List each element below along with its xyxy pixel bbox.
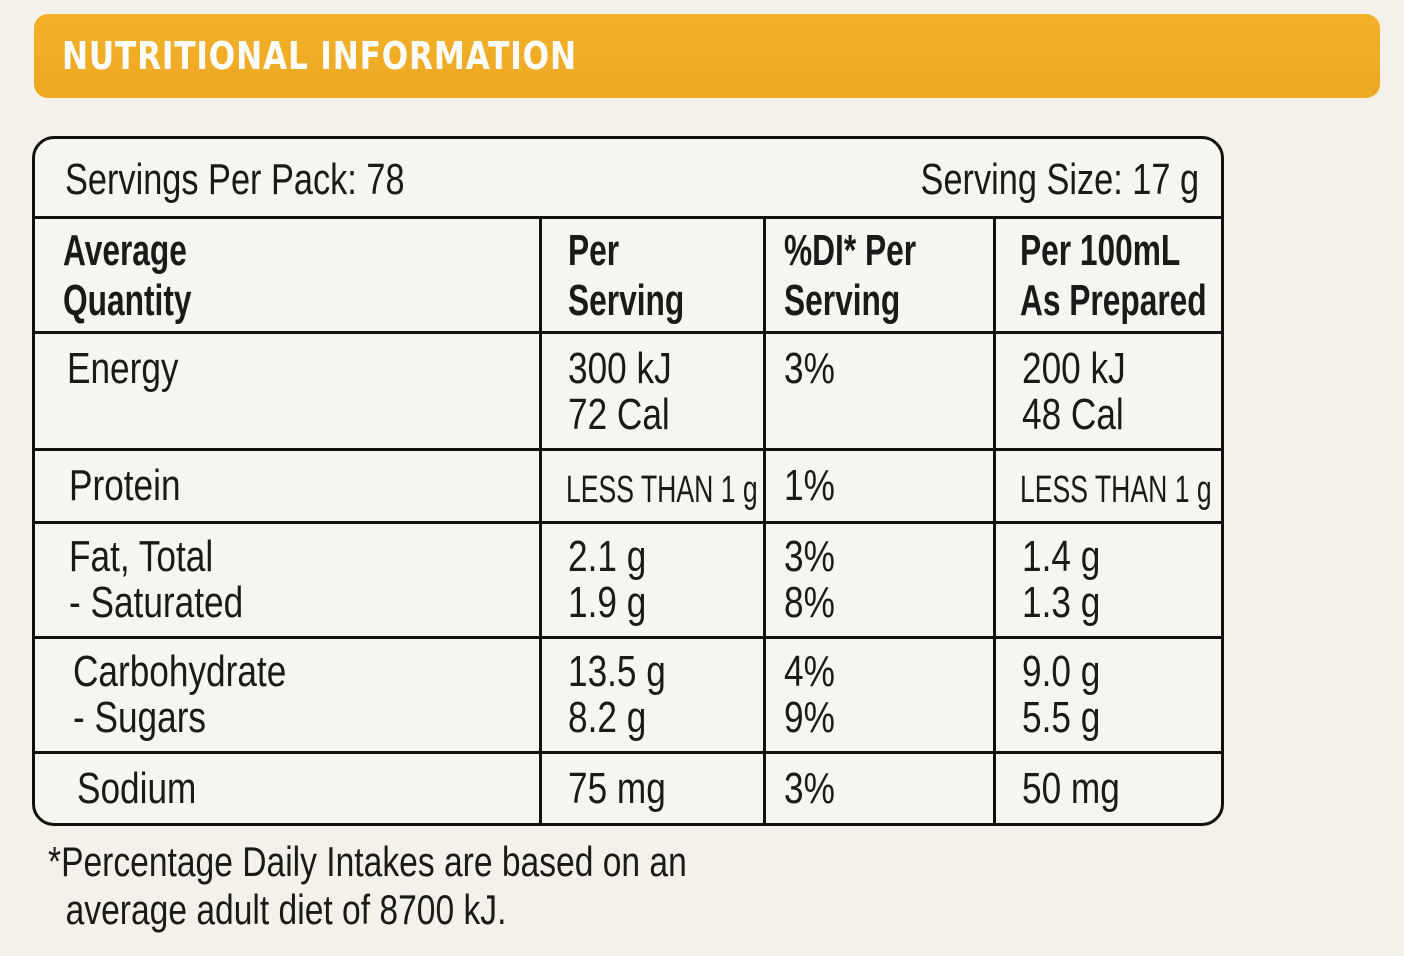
header-per-serving: Per Serving bbox=[567, 226, 684, 325]
sodium-di: 3% bbox=[783, 763, 835, 813]
row-label-sodium: Sodium bbox=[77, 763, 197, 813]
servings-per-pack: Servings Per Pack: 78 bbox=[65, 155, 405, 204]
carbohydrate-di: 4% 9% bbox=[783, 646, 835, 742]
protein-di: 1% bbox=[783, 460, 835, 510]
serving-size: Serving Size: 17 g bbox=[920, 155, 1199, 204]
table-row: Protein LESS THAN 1 g 1% LESS THAN 1 g bbox=[35, 449, 1221, 524]
footnote: *Percentage Daily Intakes are based on a… bbox=[48, 838, 687, 934]
fat-per-serving: 2.1 g 1.9 g bbox=[567, 531, 646, 627]
footnote-line-1: *Percentage Daily Intakes are based on a… bbox=[48, 838, 687, 885]
energy-per-serving: 300 kJ 72 Cal bbox=[567, 343, 672, 439]
row-label-protein: Protein bbox=[69, 460, 181, 510]
fat-di: 3% 8% bbox=[783, 531, 835, 627]
row-label-fat: Fat, Total - Saturated bbox=[69, 531, 244, 627]
table-row: Fat, Total - Saturated 2.1 g 1.9 g 3% 8%… bbox=[35, 522, 1221, 639]
footnote-line-2: average adult diet of 8700 kJ. bbox=[65, 886, 507, 933]
table-row: Carbohydrate - Sugars 13.5 g 8.2 g 4% 9%… bbox=[35, 637, 1221, 754]
panel-header: Servings Per Pack: 78 Serving Size: 17 g bbox=[35, 139, 1221, 219]
energy-di: 3% bbox=[783, 343, 835, 393]
protein-per-serving: LESS THAN 1 g bbox=[565, 468, 758, 511]
banner-title: NUTRITIONAL INFORMATION bbox=[62, 34, 577, 78]
title-banner: NUTRITIONAL INFORMATION bbox=[34, 14, 1380, 98]
row-label-carbohydrate: Carbohydrate - Sugars bbox=[73, 646, 287, 742]
nutrition-table: Average Quantity Per Serving %DI* Per Se… bbox=[35, 216, 1221, 823]
header-di-per-serving: %DI* Per Serving bbox=[783, 226, 916, 325]
table-row: Energy 300 kJ 72 Cal 3% 200 kJ 48 Cal bbox=[35, 332, 1221, 451]
energy-per-100ml: 200 kJ 48 Cal bbox=[1021, 343, 1126, 439]
carbohydrate-per-serving: 13.5 g 8.2 g bbox=[567, 646, 666, 742]
row-label-energy: Energy bbox=[67, 343, 179, 393]
header-average-quantity: Average Quantity bbox=[63, 226, 192, 325]
carbohydrate-per-100ml: 9.0 g 5.5 g bbox=[1021, 646, 1100, 742]
header-per-100ml: Per 100mL As Prepared bbox=[1019, 226, 1207, 325]
table-header-row: Average Quantity Per Serving %DI* Per Se… bbox=[35, 216, 1221, 334]
table-row: Sodium 75 mg 3% 50 mg bbox=[35, 752, 1221, 823]
nutrition-panel: Servings Per Pack: 78 Serving Size: 17 g… bbox=[32, 136, 1224, 826]
sodium-per-serving: 75 mg bbox=[567, 763, 666, 813]
sodium-per-100ml: 50 mg bbox=[1021, 763, 1120, 813]
fat-per-100ml: 1.4 g 1.3 g bbox=[1021, 531, 1100, 627]
protein-per-100ml: LESS THAN 1 g bbox=[1019, 468, 1212, 511]
